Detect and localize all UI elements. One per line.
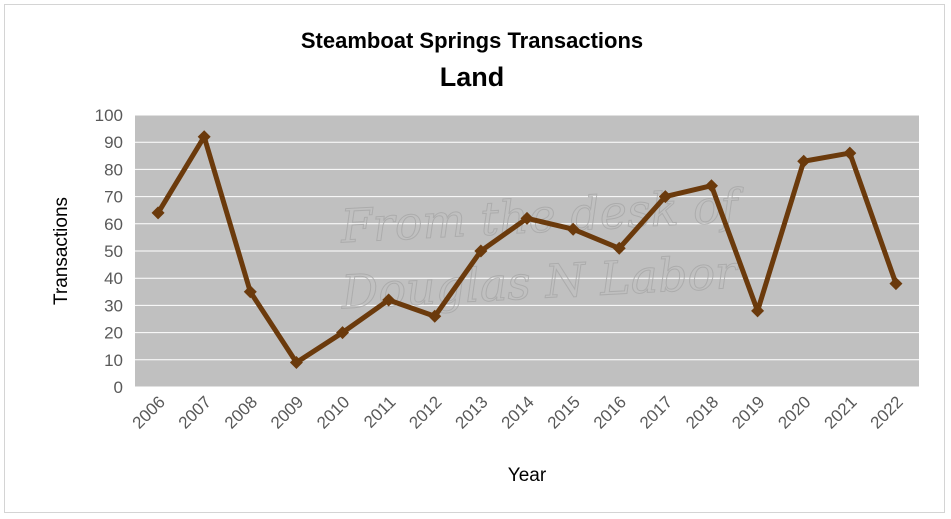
data-point xyxy=(336,326,350,340)
x-tick-label: 2012 xyxy=(405,392,445,432)
x-tick-label: 2016 xyxy=(590,392,630,432)
y-tick-label: 70 xyxy=(104,188,123,207)
data-point xyxy=(197,130,211,144)
data-point xyxy=(658,190,672,204)
x-tick-label: 2009 xyxy=(267,392,307,432)
y-tick-label: 20 xyxy=(104,324,123,343)
y-tick-label: 90 xyxy=(104,133,123,152)
x-tick-label: 2006 xyxy=(129,392,169,432)
data-point xyxy=(382,293,396,307)
x-tick-label: 2011 xyxy=(360,392,399,431)
x-tick-label: 2007 xyxy=(175,392,215,432)
y-tick-label: 10 xyxy=(104,351,123,370)
y-tick-label: 40 xyxy=(104,269,123,288)
x-axis-ticks: 2006 2007 2008 2009 2010 2011 2012 2013 2014 2015… xyxy=(129,392,907,432)
x-tick-label: 2018 xyxy=(682,392,722,432)
data-point xyxy=(151,206,165,220)
y-tick-label: 80 xyxy=(104,160,123,179)
data-point xyxy=(704,179,718,193)
data-point xyxy=(243,285,257,299)
x-tick-label: 2020 xyxy=(774,392,814,432)
x-tick-label: 2008 xyxy=(221,392,261,432)
data-point xyxy=(566,222,580,236)
x-axis-label: Year xyxy=(508,465,547,486)
x-tick-label: 2022 xyxy=(867,392,907,432)
data-point xyxy=(797,154,811,168)
data-point xyxy=(889,277,903,291)
y-axis-ticks: 0 10 20 30 40 50 60 70 80 90 100 xyxy=(95,106,123,397)
x-tick-label: 2015 xyxy=(544,392,584,432)
chart-title: Steamboat Springs Transactions xyxy=(301,28,643,53)
data-point xyxy=(289,356,303,370)
x-tick-label: 2021 xyxy=(820,392,860,432)
y-axis-label: Transactions xyxy=(51,197,72,305)
x-tick-label: 2013 xyxy=(452,392,492,432)
data-point xyxy=(474,244,488,258)
x-tick-label: 2014 xyxy=(498,392,538,432)
data-point xyxy=(751,304,765,318)
x-tick-label: 2019 xyxy=(728,392,768,432)
chart-subtitle: Land xyxy=(440,62,505,92)
x-tick-label: 2010 xyxy=(313,392,353,432)
data-point xyxy=(843,146,857,160)
y-tick-label: 50 xyxy=(104,242,123,261)
y-tick-label: 0 xyxy=(114,378,123,397)
x-tick-label: 2017 xyxy=(636,392,676,432)
y-tick-label: 100 xyxy=(95,106,123,125)
data-point xyxy=(612,241,626,255)
data-point xyxy=(520,211,534,225)
series-line xyxy=(151,130,903,370)
data-point xyxy=(428,309,442,323)
y-tick-label: 60 xyxy=(104,215,123,234)
y-tick-label: 30 xyxy=(104,296,123,315)
